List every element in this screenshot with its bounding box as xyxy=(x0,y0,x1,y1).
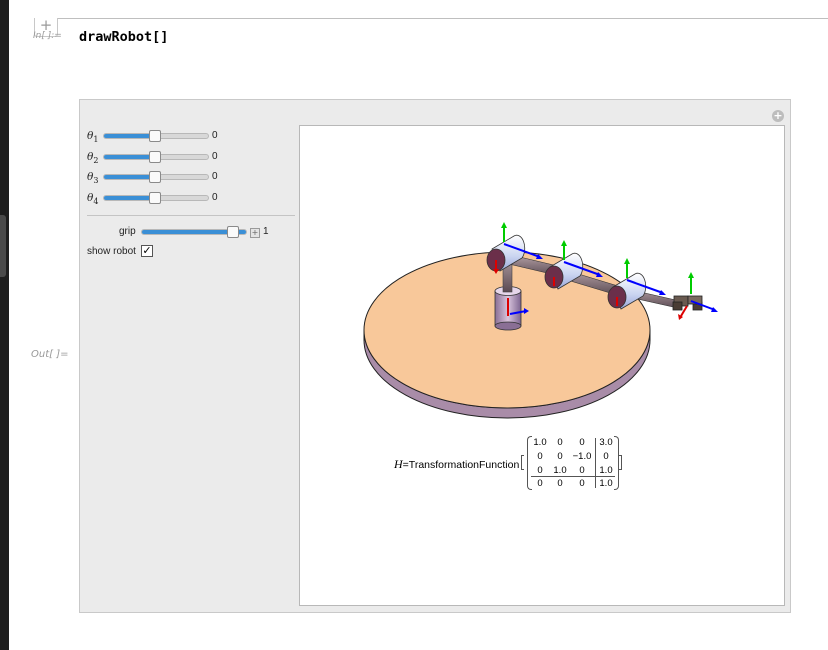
matrix-cell: 0 xyxy=(537,465,543,476)
manipulate-options-icon[interactable]: + xyxy=(772,109,784,122)
input-code[interactable]: drawRobot[] xyxy=(79,29,169,45)
matrix-bracket-left xyxy=(527,436,532,490)
theta2-slider-fill xyxy=(104,155,156,159)
transformation-matrix: 1.0 0 0 3.0 0 0 −1.0 0 0 1.0 0 1.0 0 0 0… xyxy=(527,436,619,491)
grip-label: grip xyxy=(119,226,136,237)
theta2-slider-thumb[interactable] xyxy=(149,151,161,163)
formula-bracket-right xyxy=(619,455,622,470)
formula-variable: H xyxy=(394,457,403,471)
robot-gripper xyxy=(672,295,703,311)
theta4-slider-fill xyxy=(104,196,156,200)
theta3-slider-fill xyxy=(104,175,156,179)
theta4-label: θ4 xyxy=(87,192,99,207)
matrix-cell: 1.0 xyxy=(599,465,613,476)
theta3-slider-thumb[interactable] xyxy=(149,171,161,183)
formula-bracket-left xyxy=(521,455,524,470)
grip-expand-icon[interactable]: + xyxy=(250,228,260,238)
theta3-label: θ3 xyxy=(87,171,99,186)
matrix-cell: 1.0 xyxy=(553,465,567,476)
theta2-value: 0 xyxy=(212,151,218,162)
add-cell-button[interactable]: + xyxy=(34,18,58,37)
theta1-slider-fill xyxy=(104,134,156,138)
theta1-label: θ1 xyxy=(87,130,99,145)
matrix-cell: 0 xyxy=(579,465,585,476)
matrix-cell: 1.0 xyxy=(533,437,547,448)
matrix-cell: 0 xyxy=(557,451,563,462)
matrix-cell: −1.0 xyxy=(572,451,592,462)
transformation-formula: H=TransformationFunction xyxy=(394,457,519,472)
theta1-slider-thumb[interactable] xyxy=(149,130,161,142)
controls-divider xyxy=(87,215,295,216)
matrix-bracket-right xyxy=(614,436,619,490)
input-label: In[ ]:= xyxy=(33,31,62,41)
matrix-cell: 1.0 xyxy=(599,478,613,489)
formula-function: =TransformationFunction xyxy=(402,459,520,471)
robot-graphic[interactable] xyxy=(300,126,786,607)
matrix-cell: 0 xyxy=(579,478,585,489)
show-robot-checkbox[interactable]: ✓ xyxy=(141,244,153,257)
matrix-cell: 0 xyxy=(537,478,543,489)
theta1-value: 0 xyxy=(212,130,218,141)
matrix-cell: 0 xyxy=(557,437,563,448)
theta4-value: 0 xyxy=(212,192,218,203)
show-robot-label: show robot xyxy=(87,246,136,257)
grip-slider[interactable] xyxy=(141,229,247,235)
matrix-horizontal-divider xyxy=(531,476,615,477)
cell-insertion-line xyxy=(58,18,828,19)
grip-value: 1 xyxy=(263,226,269,237)
matrix-cell: 3.0 xyxy=(599,437,613,448)
grip-slider-thumb[interactable] xyxy=(227,226,239,238)
theta2-label: θ2 xyxy=(87,151,99,166)
window-side-tab[interactable] xyxy=(0,215,6,277)
theta4-slider-thumb[interactable] xyxy=(149,192,161,204)
theta3-value: 0 xyxy=(212,171,218,182)
matrix-vertical-divider xyxy=(595,438,596,488)
matrix-cell: 0 xyxy=(557,478,563,489)
matrix-cell: 0 xyxy=(579,437,585,448)
frame-axes xyxy=(493,222,718,320)
output-label: Out[ ]= xyxy=(31,349,69,360)
robot-3d-view[interactable] xyxy=(299,125,785,606)
matrix-cell: 0 xyxy=(537,451,543,462)
matrix-cell: 0 xyxy=(603,451,609,462)
window-left-edge xyxy=(0,0,9,650)
grip-slider-fill xyxy=(142,230,246,234)
